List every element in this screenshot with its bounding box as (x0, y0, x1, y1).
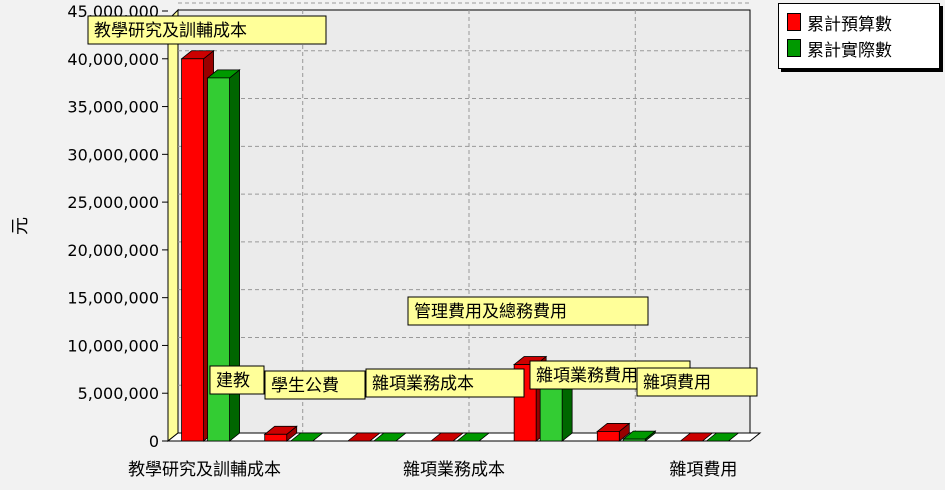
bar-front (264, 433, 288, 442)
y-tick-label: 40,000,000 (67, 50, 159, 69)
bar-0-6 (679, 432, 714, 442)
legend-item-actual: 累計實際數 (787, 36, 892, 61)
bar-0-2 (346, 432, 381, 442)
x-tick-label: 教學研究及訓輔成本 (128, 460, 281, 480)
y-tick-label: 20,000,000 (67, 241, 159, 260)
bar-front (207, 77, 230, 442)
callout-text: 雜項費用 (643, 373, 711, 393)
bar-front (622, 438, 646, 442)
y-tick-label: 30,000,000 (67, 145, 159, 164)
y-tick-label: 10,000,000 (67, 336, 159, 355)
y-axis-title: 元 (10, 217, 31, 235)
bar-top (346, 432, 381, 442)
legend-swatch-actual (787, 39, 801, 57)
category-callout: 管理費用及總務費用 (407, 296, 649, 326)
legend: 累計預算數 累計實際數 (778, 3, 940, 69)
bar-top (429, 432, 465, 442)
bar-0-1 (263, 425, 298, 442)
callout-text: 雜項業務成本 (372, 374, 474, 394)
bar-front (596, 431, 620, 442)
bar-1-1 (289, 432, 324, 442)
legend-swatch-budget (787, 13, 801, 31)
bar-front (181, 58, 204, 442)
legend-item-budget: 累計預算數 (787, 10, 892, 35)
category-callout: 建教 (209, 365, 265, 395)
category-callout: 教學研究及訓輔成本 (87, 15, 327, 45)
callout-text: 雜項業務費用 (536, 366, 638, 386)
callout-text: 管理費用及總務費用 (414, 302, 567, 322)
callout-box (209, 365, 265, 395)
bar-1-5 (622, 430, 657, 442)
callout-box (636, 367, 758, 397)
category-callout: 雜項業務成本 (365, 368, 525, 398)
bar-1-0 (206, 69, 241, 442)
callout-text: 建教 (216, 371, 250, 391)
bar-1-3 (455, 432, 491, 442)
callout-box (407, 296, 649, 326)
y-tick-label: 15,000,000 (67, 289, 159, 308)
callout-box (365, 368, 525, 398)
bar-0-5 (596, 422, 631, 442)
y-tick-label: 25,000,000 (67, 193, 159, 212)
y-tick-label: 35,000,000 (67, 98, 159, 117)
bar-1-2 (372, 432, 407, 442)
bar-top (705, 432, 740, 442)
bar-top (289, 432, 324, 442)
plot-left-wall (167, 8, 179, 443)
bar-1-6 (705, 432, 740, 442)
callout-box (264, 370, 366, 400)
bar-0-3 (429, 432, 465, 442)
bar-top (372, 432, 407, 442)
callout-box (87, 15, 327, 45)
callout-text: 教學研究及訓輔成本 (94, 21, 247, 41)
category-callout: 學生公費 (264, 370, 366, 400)
bar-top (679, 432, 714, 442)
category-callout: 雜項費用 (636, 367, 758, 397)
bar-top (455, 432, 491, 442)
y-tick-label: 0 (149, 432, 159, 451)
x-tick-label: 雜項業務成本 (403, 460, 505, 480)
x-tick-label: 雜項費用 (669, 460, 737, 480)
legend-label-actual: 累計實際數 (807, 40, 892, 61)
legend-label-budget: 累計預算數 (807, 14, 892, 35)
callout-text: 學生公費 (271, 376, 339, 396)
y-tick-label: 5,000,000 (78, 384, 159, 403)
